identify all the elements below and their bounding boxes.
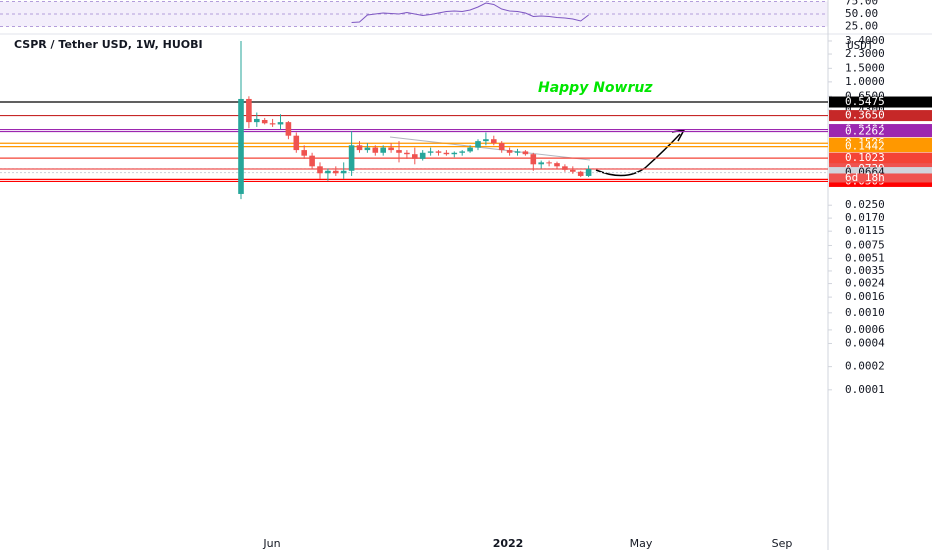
candle-body [404, 152, 410, 155]
y-tick-label: 0.0170 [845, 211, 885, 224]
y-tick-label: 0.0016 [845, 290, 885, 303]
candle-body [506, 150, 513, 153]
trend-line [389, 136, 591, 161]
candle-body [554, 163, 560, 167]
candle-body [443, 152, 450, 155]
candle-body [348, 145, 355, 171]
candle-body [285, 122, 292, 136]
price-label-box [829, 110, 932, 122]
x-tick-label: 2022 [493, 537, 524, 550]
price-label: 0.1442 [845, 140, 885, 153]
candle-body [467, 147, 473, 152]
candle-body [546, 162, 552, 164]
candle-body [585, 168, 592, 176]
candle-body [419, 152, 426, 159]
price-label: 0.1023 [845, 151, 885, 164]
candle-body [577, 171, 584, 176]
countdown-box [829, 173, 932, 183]
candle-body [530, 154, 537, 165]
x-tick-label: Sep [772, 537, 793, 550]
price-label-box [829, 152, 932, 164]
price-label: 0.5475 [845, 95, 885, 108]
price-label: 0.3650 [845, 109, 885, 122]
y-tick-label: 2.3000 [845, 47, 885, 60]
candle-body [277, 122, 284, 125]
candle-body [570, 169, 576, 172]
candle-body [372, 147, 379, 153]
rsi-tick-label: 25.00 [845, 20, 878, 33]
y-tick-label: 0.0035 [845, 264, 885, 277]
candle-body [333, 170, 339, 174]
candle-body [238, 98, 244, 194]
currency-label: USDT [847, 39, 874, 52]
candle-body [412, 154, 418, 159]
candle-body [514, 151, 521, 153]
candle-body [317, 166, 323, 174]
candle-body [562, 166, 568, 170]
countdown: 6d 18h [845, 171, 885, 184]
price-label-box [829, 167, 932, 179]
candle-body [380, 147, 386, 153]
candle-body [491, 139, 497, 144]
candle-body [254, 118, 260, 123]
price-label: 0.2262 [845, 125, 885, 138]
candle-body [261, 119, 268, 124]
candle-body [522, 151, 529, 155]
y-tick-label: 0.0075 [845, 238, 885, 251]
rsi-pane [0, 1, 828, 27]
y-tick-label: 0.0002 [845, 360, 885, 373]
price-label-box [829, 126, 932, 138]
candle-body [475, 141, 481, 148]
candle-body [325, 170, 331, 174]
y-tick-label: 0.0024 [845, 277, 885, 290]
x-tick-label: Jun [262, 537, 280, 550]
candle-body [309, 155, 315, 167]
candle-body [364, 147, 371, 151]
candle-body [483, 139, 489, 142]
candle-body [435, 151, 442, 153]
y-tick-label: 3.4000 [845, 34, 885, 47]
candle-body [498, 143, 505, 151]
rsi-tick-label: 50.00 [845, 7, 878, 20]
candle-body [301, 150, 307, 156]
candle-body [396, 150, 402, 153]
chart-title: CSPR / Tether USD, 1W, HUOBI [14, 38, 203, 51]
candle-body [451, 152, 458, 155]
y-tick-label: 1.5000 [845, 61, 885, 74]
y-tick-label: 0.0006 [845, 323, 885, 336]
y-tick-label: 0.0010 [845, 306, 885, 319]
y-tick-label: 0.0051 [845, 251, 885, 264]
y-tick-label: 0.0115 [845, 224, 885, 237]
annotation: Happy Nowruz [538, 80, 653, 96]
candle-body [246, 98, 252, 123]
candle-body [427, 151, 434, 153]
candle-body [459, 151, 465, 153]
candle-body [388, 147, 394, 151]
candle-body [340, 170, 347, 174]
y-tick-label: 1.0000 [845, 75, 885, 88]
price-label-box [829, 96, 932, 108]
candle-body [293, 135, 300, 151]
candle-body [356, 145, 363, 151]
candle-body [538, 162, 544, 165]
candle-body [269, 123, 276, 125]
rsi-tick-label: 75.00 [845, 0, 878, 8]
rsi-line [351, 2, 589, 23]
y-tick-label: 0.0001 [845, 383, 885, 396]
price-label-box [829, 141, 932, 153]
y-tick-label: 0.0004 [845, 336, 885, 349]
x-tick-label: May [630, 537, 653, 550]
y-tick-label: 0.0250 [845, 198, 885, 211]
